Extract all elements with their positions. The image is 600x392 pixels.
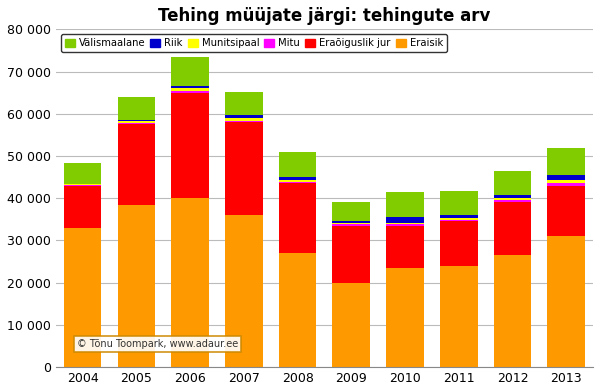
Legend: Välismaalane, Riik, Munitsipaal, Mitu, Eraõiguslik jur, Eraisik: Välismaalane, Riik, Munitsipaal, Mitu, E…: [61, 34, 447, 52]
Bar: [386, 218, 424, 223]
Bar: [118, 124, 155, 205]
Bar: [118, 205, 155, 367]
Bar: [332, 283, 370, 367]
Bar: [494, 202, 531, 255]
Bar: [225, 121, 263, 122]
Bar: [386, 268, 424, 367]
Bar: [547, 183, 585, 185]
Bar: [279, 152, 316, 177]
Bar: [279, 253, 316, 367]
Bar: [118, 120, 155, 121]
Bar: [64, 185, 101, 228]
Bar: [440, 266, 478, 367]
Bar: [279, 182, 316, 183]
Bar: [440, 191, 478, 215]
Bar: [279, 183, 316, 253]
Bar: [494, 200, 531, 202]
Bar: [118, 121, 155, 123]
Bar: [386, 226, 424, 268]
Bar: [332, 221, 370, 223]
Bar: [64, 163, 101, 184]
Bar: [332, 225, 370, 226]
Bar: [332, 201, 370, 221]
Bar: [172, 93, 209, 198]
Bar: [386, 223, 424, 225]
Bar: [547, 236, 585, 367]
Bar: [64, 228, 101, 367]
Bar: [547, 180, 585, 183]
Title: Tehing müüjate järgi: tehingute arv: Tehing müüjate järgi: tehingute arv: [158, 7, 491, 25]
Bar: [118, 123, 155, 124]
Bar: [172, 57, 209, 86]
Bar: [386, 225, 424, 226]
Bar: [440, 218, 478, 220]
Bar: [547, 176, 585, 180]
Bar: [279, 177, 316, 180]
Bar: [494, 198, 531, 200]
Bar: [172, 91, 209, 93]
Text: © Tõnu Toompark, www.adaur.ee: © Tõnu Toompark, www.adaur.ee: [77, 339, 239, 349]
Bar: [225, 116, 263, 118]
Bar: [64, 184, 101, 185]
Bar: [332, 223, 370, 225]
Bar: [332, 226, 370, 283]
Bar: [440, 215, 478, 218]
Bar: [494, 171, 531, 195]
Bar: [225, 118, 263, 121]
Bar: [225, 215, 263, 367]
Bar: [172, 89, 209, 91]
Bar: [547, 185, 585, 236]
Bar: [494, 255, 531, 367]
Bar: [225, 122, 263, 215]
Bar: [386, 192, 424, 218]
Bar: [440, 220, 478, 221]
Bar: [494, 195, 531, 198]
Bar: [279, 180, 316, 182]
Bar: [225, 92, 263, 116]
Bar: [172, 86, 209, 89]
Bar: [172, 198, 209, 367]
Bar: [440, 221, 478, 266]
Bar: [547, 147, 585, 176]
Bar: [118, 97, 155, 120]
